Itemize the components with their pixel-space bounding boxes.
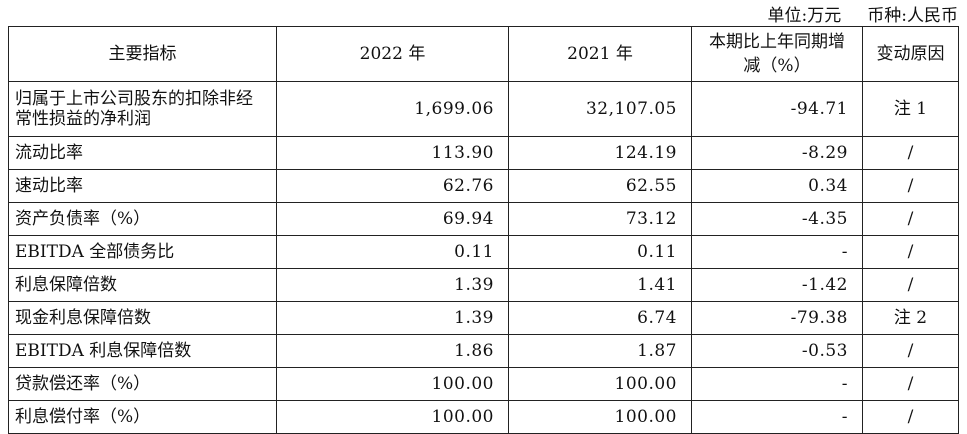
indicator-name: 速动比率 — [8, 169, 277, 203]
value-2021: 73.12 — [508, 202, 692, 236]
indicator-name: 归属于上市公司股东的扣除非经常性损益的净利润 — [8, 81, 277, 137]
indicator-name: 现金利息保障倍数 — [8, 301, 277, 335]
indicator-name: 利息保障倍数 — [8, 268, 277, 302]
value-2021: 62.55 — [508, 169, 692, 203]
value-2021: 0.11 — [508, 235, 692, 269]
value-change: 0.34 — [691, 169, 863, 203]
currency-label: 币种:人民币 — [867, 5, 958, 26]
table-row: EBITDA 全部债务比 0.11 0.11 - / — [8, 235, 959, 269]
indicator-name: 贷款偿还率（%） — [8, 367, 277, 401]
value-change: -4.35 — [691, 202, 863, 236]
value-reason: 注 1 — [862, 81, 959, 137]
value-change: -94.71 — [691, 81, 863, 137]
value-2021: 100.00 — [508, 367, 692, 401]
header-reason: 变动原因 — [862, 26, 959, 82]
table-row: 流动比率 113.90 124.19 -8.29 / — [8, 136, 959, 170]
table-row: 资产负债率（%） 69.94 73.12 -4.35 / — [8, 202, 959, 236]
indicators-table: 主要指标 2022 年 2021 年 本期比上年同期增减（%） 变动原因 归属于… — [8, 26, 959, 434]
table-row: 速动比率 62.76 62.55 0.34 / — [8, 169, 959, 203]
header-change: 本期比上年同期增减（%） — [691, 26, 863, 82]
indicator-name: EBITDA 利息保障倍数 — [8, 334, 277, 368]
value-change: - — [691, 400, 863, 434]
indicator-name: 流动比率 — [8, 136, 277, 170]
value-2021: 100.00 — [508, 400, 692, 434]
header-indicator: 主要指标 — [8, 26, 277, 82]
table-row: 利息保障倍数 1.39 1.41 -1.42 / — [8, 268, 959, 302]
value-change: -8.29 — [691, 136, 863, 170]
value-2022: 1.39 — [276, 301, 509, 335]
header-2021: 2021 年 — [508, 26, 692, 82]
value-reason: / — [862, 136, 959, 170]
value-2022: 1,699.06 — [276, 81, 509, 137]
table-row: EBITDA 利息保障倍数 1.86 1.87 -0.53 / — [8, 334, 959, 368]
indicator-name: EBITDA 全部债务比 — [8, 235, 277, 269]
table-row: 利息偿付率（%） 100.00 100.00 - / — [8, 400, 959, 434]
unit-line: 单位:万元 币种:人民币 — [0, 0, 958, 26]
indicator-name: 利息偿付率（%） — [8, 400, 277, 434]
table-row: 归属于上市公司股东的扣除非经常性损益的净利润 1,699.06 32,107.0… — [8, 81, 959, 137]
value-reason: / — [862, 268, 959, 302]
unit-label: 单位:万元 — [767, 5, 842, 26]
value-change: - — [691, 235, 863, 269]
value-reason: / — [862, 169, 959, 203]
value-2021: 1.41 — [508, 268, 692, 302]
value-2022: 113.90 — [276, 136, 509, 170]
value-2021: 32,107.05 — [508, 81, 692, 137]
value-reason: / — [862, 235, 959, 269]
value-reason: / — [862, 202, 959, 236]
table-row: 现金利息保障倍数 1.39 6.74 -79.38 注 2 — [8, 301, 959, 335]
value-change: -1.42 — [691, 268, 863, 302]
value-reason: / — [862, 400, 959, 434]
value-2021: 1.87 — [508, 334, 692, 368]
value-change: - — [691, 367, 863, 401]
value-2022: 100.00 — [276, 400, 509, 434]
value-2021: 124.19 — [508, 136, 692, 170]
table-row: 贷款偿还率（%） 100.00 100.00 - / — [8, 367, 959, 401]
value-reason: 注 2 — [862, 301, 959, 335]
value-2021: 6.74 — [508, 301, 692, 335]
value-change: -79.38 — [691, 301, 863, 335]
value-2022: 62.76 — [276, 169, 509, 203]
value-2022: 1.39 — [276, 268, 509, 302]
value-change: -0.53 — [691, 334, 863, 368]
value-reason: / — [862, 367, 959, 401]
value-2022: 0.11 — [276, 235, 509, 269]
table-header-row: 主要指标 2022 年 2021 年 本期比上年同期增减（%） 变动原因 — [8, 26, 959, 82]
header-2022: 2022 年 — [276, 26, 509, 82]
value-reason: / — [862, 334, 959, 368]
value-2022: 100.00 — [276, 367, 509, 401]
indicator-name: 资产负债率（%） — [8, 202, 277, 236]
value-2022: 1.86 — [276, 334, 509, 368]
value-2022: 69.94 — [276, 202, 509, 236]
